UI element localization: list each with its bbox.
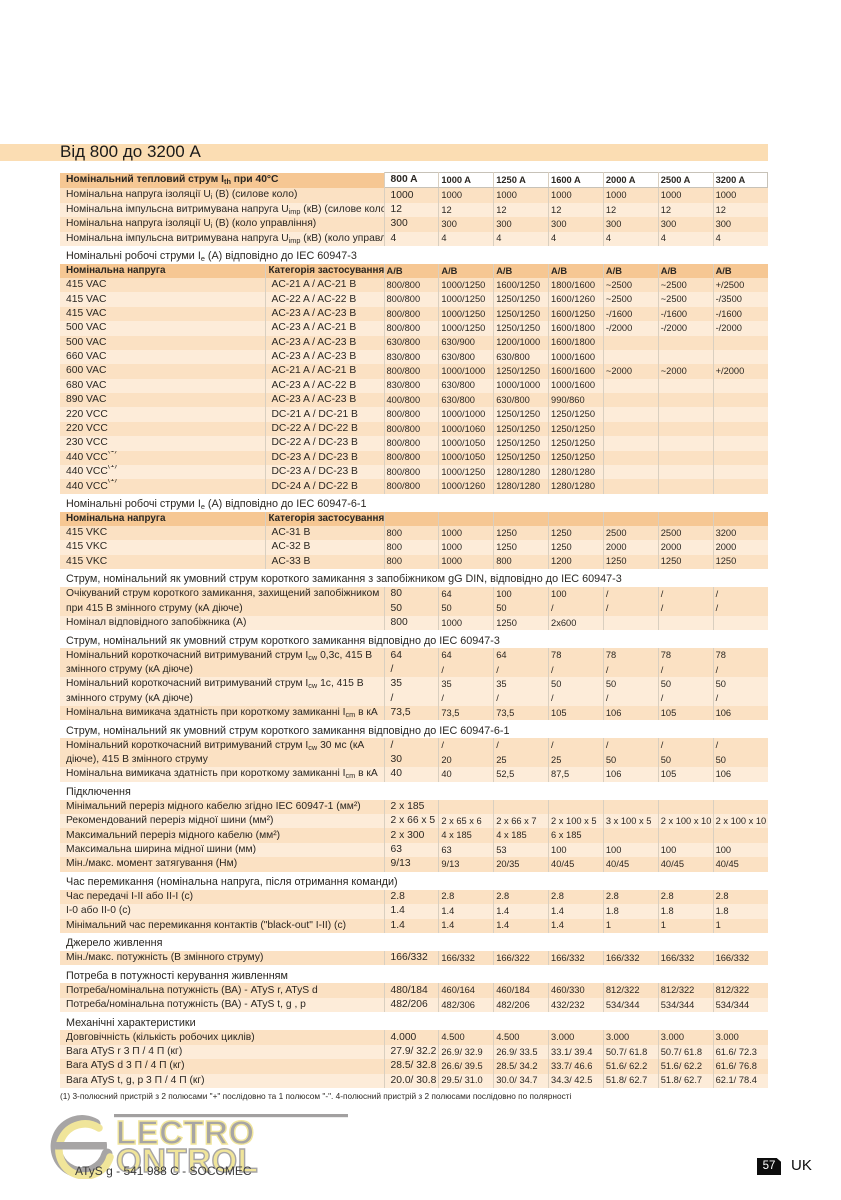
svg-text:ATyS g - 541 988 C - SOCOMEC: ATyS g - 541 988 C - SOCOMEC	[75, 1164, 252, 1178]
